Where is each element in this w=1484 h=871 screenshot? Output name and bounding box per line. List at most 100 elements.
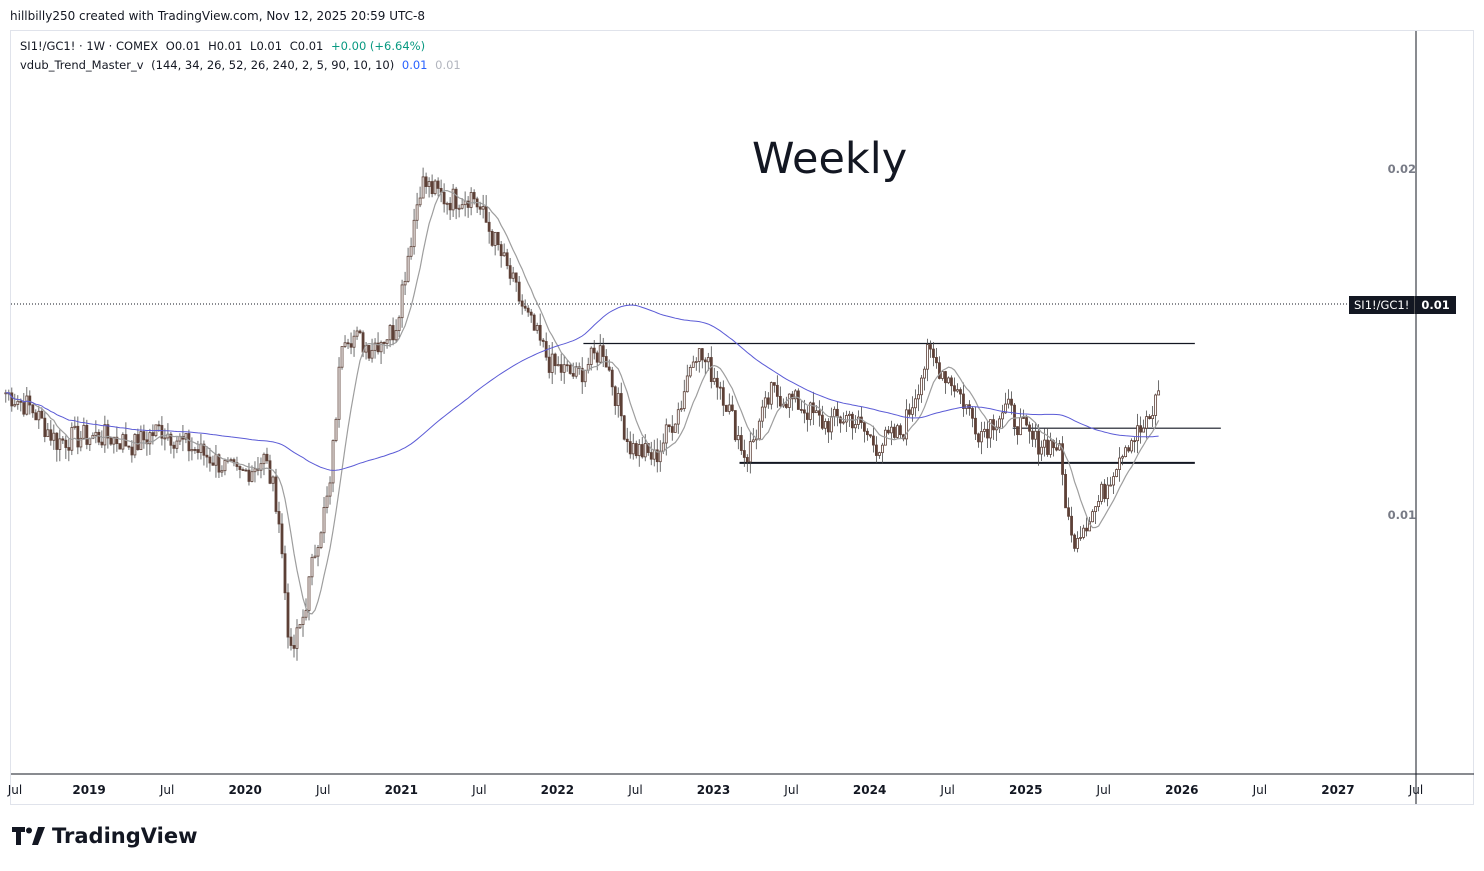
legend-open: O0.01: [165, 39, 201, 53]
candle-body: [184, 433, 188, 440]
candle-body: [835, 408, 839, 418]
candle-body: [436, 180, 440, 189]
candle-body: [1019, 417, 1022, 436]
candle-body: [808, 402, 812, 420]
candle-body: [322, 507, 326, 534]
candle-body: [316, 547, 320, 557]
candle-body: [670, 426, 674, 433]
candle-body: [43, 417, 47, 438]
candle-body: [601, 345, 605, 357]
candle-body: [1139, 425, 1143, 433]
candle-body: [736, 435, 740, 441]
candle-body: [712, 377, 716, 383]
candle-body: [199, 443, 203, 453]
candle-body: [55, 432, 59, 450]
candle-body: [793, 390, 797, 400]
candle-body: [280, 523, 284, 555]
candle-body: [691, 361, 695, 368]
time-axis-label: Jul: [1408, 783, 1424, 797]
candle-body: [310, 556, 314, 578]
candle-body: [397, 317, 401, 331]
tradingview-logo[interactable]: TradingView: [12, 824, 197, 848]
candle-body: [202, 443, 206, 456]
candle-body: [127, 445, 131, 448]
candle-body: [1037, 430, 1040, 455]
candle-body: [998, 418, 1001, 428]
candle-body: [1109, 484, 1112, 487]
candle-body: [805, 412, 809, 420]
candle-body: [920, 377, 923, 396]
candle-body: [466, 200, 470, 208]
candle-body: [854, 424, 857, 429]
candle-body: [265, 453, 269, 462]
candle-body: [983, 428, 986, 432]
candle-body: [1115, 469, 1118, 477]
candle-body: [421, 176, 425, 199]
candle-body: [337, 366, 341, 420]
candle-body: [1091, 511, 1094, 523]
candle-body: [1136, 425, 1140, 442]
candle-body: [115, 436, 119, 445]
candle-body: [484, 206, 488, 223]
candle-body: [1094, 506, 1097, 513]
candle-body: [196, 449, 200, 453]
candle-body: [547, 356, 551, 373]
candle-body: [514, 272, 518, 283]
candle-body: [742, 450, 746, 458]
candle-body: [193, 449, 197, 451]
candle-body: [325, 495, 329, 508]
candle-body: [688, 366, 692, 377]
candle-body: [706, 357, 710, 363]
candle-body: [941, 371, 944, 379]
candle-body: [1040, 446, 1043, 455]
candle-body: [145, 439, 149, 445]
candle-body: [637, 444, 641, 457]
ma-fast-line: [5, 189, 1160, 615]
candle-body: [298, 624, 302, 629]
candle-body: [724, 404, 728, 412]
candle-body: [517, 281, 521, 302]
candle-body: [796, 390, 800, 410]
candle-body: [905, 409, 908, 440]
candle-body: [250, 471, 254, 482]
candle-body: [223, 460, 227, 472]
candle-body: [244, 469, 248, 472]
candle-body: [76, 425, 80, 448]
indicator-name[interactable]: vdub_Trend_Master_v: [20, 58, 144, 72]
candle-body: [673, 423, 677, 433]
candle-body: [205, 454, 209, 458]
time-axis-label: Jul: [784, 783, 799, 797]
candle-body: [610, 369, 614, 388]
candle-body: [589, 347, 593, 365]
candle-body: [262, 453, 266, 465]
candle-body: [109, 437, 113, 445]
candle-body: [820, 414, 824, 429]
candle-body: [229, 459, 233, 462]
candle-body: [175, 440, 179, 449]
legend-symbol[interactable]: SI1!/GC1! · 1W · COMEX: [20, 39, 159, 53]
candle-body: [1151, 415, 1155, 420]
candle-body: [598, 345, 602, 363]
candle-body: [319, 532, 323, 549]
candle-body: [496, 231, 500, 246]
chart-frame[interactable]: [10, 30, 1474, 805]
candle-body: [727, 404, 731, 412]
candle-body: [568, 364, 572, 374]
candle-body: [1055, 447, 1058, 451]
candle-body: [607, 366, 611, 371]
candle-body: [1049, 440, 1052, 455]
candle-body: [890, 426, 893, 434]
chart-annotation-weekly[interactable]: Weekly: [752, 134, 908, 184]
candle-body: [214, 454, 218, 466]
candle-body: [241, 469, 245, 471]
candle-body: [460, 204, 464, 209]
candle-body: [977, 433, 980, 443]
candle-body: [935, 357, 938, 364]
candle-body: [1148, 416, 1152, 420]
candle-body: [944, 371, 947, 384]
candle-body: [508, 265, 512, 279]
candle-body: [878, 452, 881, 456]
candle-body: [1145, 416, 1149, 429]
legend-close: C0.01: [289, 39, 324, 53]
